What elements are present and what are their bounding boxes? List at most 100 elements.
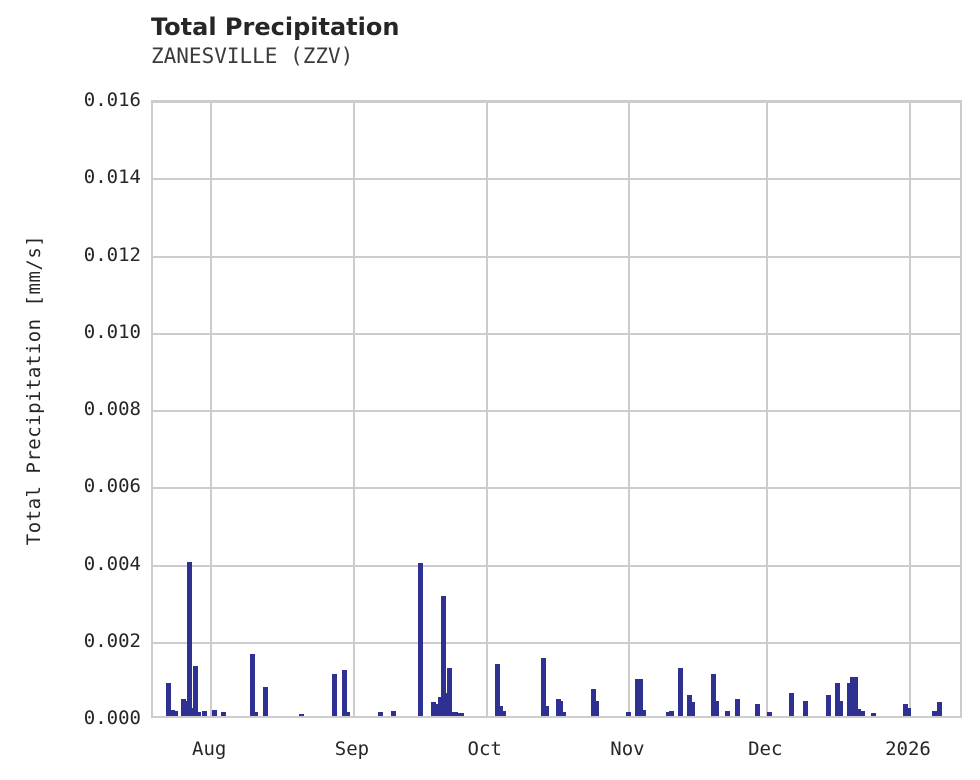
x-axis-tick-label: Dec	[748, 738, 783, 760]
y-axis-tick-label: 0.000	[83, 707, 141, 729]
bar	[690, 702, 696, 716]
gridline-horizontal	[153, 178, 960, 181]
y-axis-tick-label: 0.014	[83, 166, 141, 189]
bar	[431, 702, 437, 716]
y-axis-tick-label: 0.002	[83, 629, 141, 652]
bar	[849, 677, 855, 716]
bar	[202, 711, 208, 716]
bar	[558, 700, 564, 716]
y-axis-tick-label: 0.012	[83, 243, 141, 266]
bar	[253, 712, 259, 716]
bar	[936, 702, 942, 716]
bar	[561, 712, 567, 716]
bar	[456, 712, 462, 716]
gridline-horizontal	[153, 641, 960, 644]
gridline-horizontal	[153, 255, 960, 258]
chart-subtitle: ZANESVILLE (ZZV)	[151, 44, 354, 68]
bar	[540, 658, 546, 716]
bar	[754, 704, 760, 716]
bar	[193, 665, 199, 716]
bar	[678, 667, 684, 716]
page-title: Total Precipitation	[151, 13, 400, 41]
bar	[450, 712, 456, 716]
gridline-horizontal	[153, 410, 960, 412]
bar	[837, 700, 843, 716]
bar	[391, 711, 397, 716]
bar	[714, 700, 720, 716]
bar	[855, 709, 861, 716]
bar	[594, 700, 600, 716]
bar	[494, 663, 500, 716]
bar	[638, 679, 644, 716]
bar	[555, 698, 561, 716]
gridline-horizontal	[153, 564, 960, 567]
bar	[165, 683, 171, 716]
bar	[724, 711, 730, 716]
bar	[250, 654, 256, 716]
gridline-horizontal	[153, 487, 960, 490]
bar	[170, 710, 176, 716]
bar	[687, 694, 693, 716]
bar	[931, 711, 937, 716]
gridline-horizontal	[153, 102, 960, 103]
gridline-vertical	[210, 102, 213, 716]
bar	[859, 711, 865, 716]
bar	[788, 692, 794, 716]
bar	[453, 712, 459, 716]
bar	[299, 714, 305, 716]
y-axis-tick-label: 0.008	[83, 398, 141, 420]
x-axis-tick-label: 2026	[885, 738, 931, 760]
bar	[212, 710, 218, 716]
bar	[187, 561, 193, 716]
y-axis-title: Total Precipitation [mm/s]	[23, 234, 45, 546]
bar	[447, 667, 453, 716]
bar	[641, 710, 647, 716]
y-axis-tick-label: 0.004	[83, 552, 141, 575]
bar	[434, 704, 440, 716]
gridline-vertical	[485, 102, 488, 716]
bar	[825, 694, 831, 716]
bar	[846, 683, 852, 716]
bar	[870, 712, 876, 716]
bar	[500, 711, 506, 716]
bar	[834, 683, 840, 716]
y-axis-tick-label: 0.006	[83, 475, 141, 498]
bar	[344, 712, 350, 716]
bar	[669, 711, 675, 716]
bar	[196, 712, 202, 716]
bar	[263, 687, 269, 716]
bar	[802, 700, 808, 716]
bar	[377, 712, 383, 716]
bar	[635, 679, 641, 716]
gridline-vertical	[908, 102, 911, 716]
gridline-vertical	[628, 102, 631, 716]
bar	[441, 596, 447, 716]
bar	[766, 712, 772, 716]
bar	[497, 706, 503, 716]
bar	[190, 708, 196, 716]
bar	[902, 704, 908, 716]
bar	[341, 670, 347, 716]
bar	[905, 708, 911, 716]
plot-area	[151, 100, 962, 718]
gridline-horizontal	[153, 332, 960, 335]
bar	[181, 698, 187, 716]
gridline-vertical	[352, 102, 355, 716]
bar	[331, 673, 337, 716]
bar	[852, 677, 858, 716]
x-axis-tick-label: Oct	[467, 738, 502, 760]
bar	[591, 688, 597, 716]
bar	[459, 712, 465, 716]
x-axis-tick-label: Aug	[192, 738, 227, 760]
bar	[626, 712, 632, 716]
x-axis-tick-label: Nov	[610, 738, 645, 760]
y-axis-tick-label: 0.016	[83, 89, 141, 111]
bar	[666, 712, 672, 716]
bar	[418, 563, 424, 716]
bar	[438, 696, 444, 716]
bar	[173, 711, 179, 716]
title-block: Total Precipitation ZANESVILLE (ZZV)	[151, 12, 851, 70]
bar	[444, 692, 450, 716]
bar	[184, 700, 190, 716]
